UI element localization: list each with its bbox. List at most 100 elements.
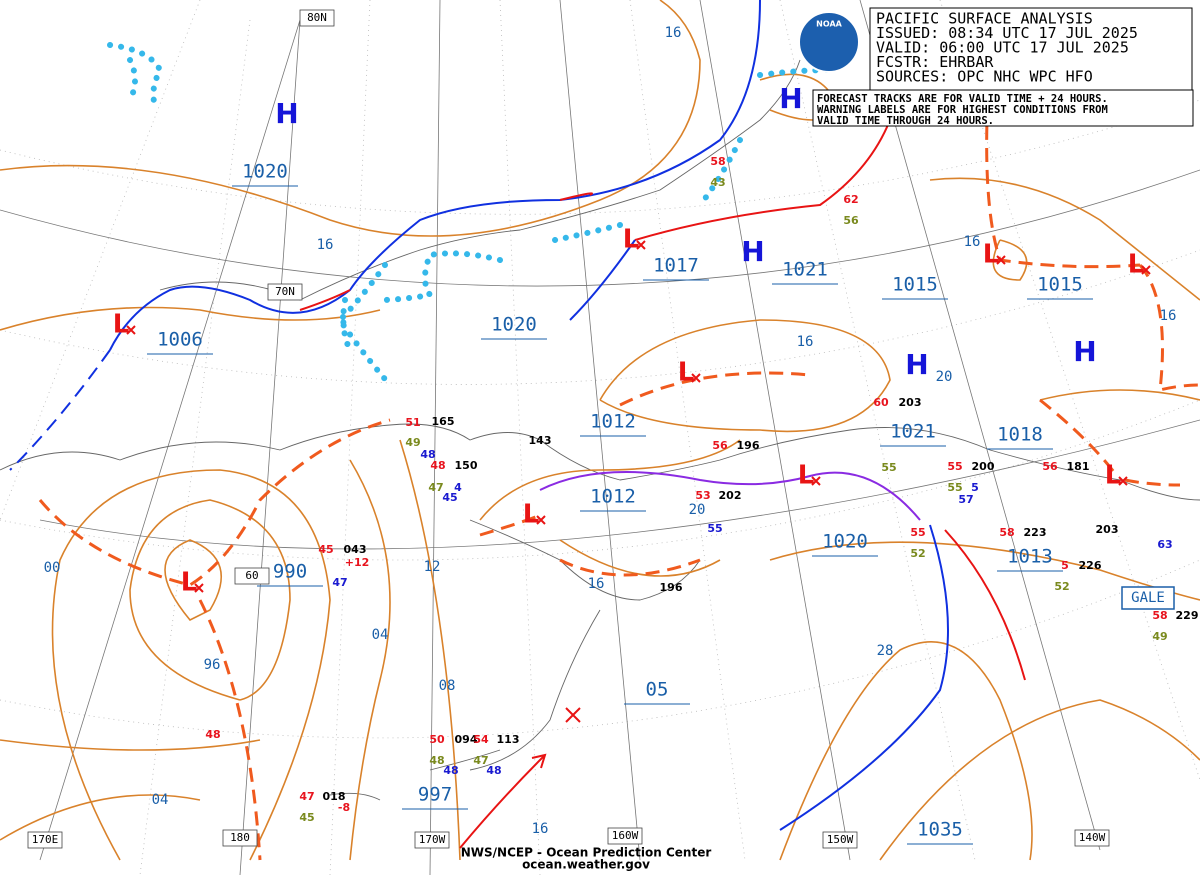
station-value: 47 bbox=[473, 754, 488, 767]
station-value: 113 bbox=[497, 733, 520, 746]
low-center: L bbox=[1128, 250, 1145, 280]
pressure-label: 1006 bbox=[157, 329, 203, 351]
station-value: 49 bbox=[1152, 630, 1167, 643]
grid-label-box bbox=[414, 831, 450, 849]
isobar-label: 20 bbox=[936, 369, 953, 385]
low-x bbox=[636, 240, 646, 250]
isobar-label: 20 bbox=[689, 502, 706, 518]
station-value: 49 bbox=[405, 436, 420, 449]
station-value: 45 bbox=[299, 811, 314, 824]
isobar-label: 96 bbox=[204, 657, 221, 673]
grid-label-box bbox=[1074, 829, 1110, 847]
low-x bbox=[1141, 265, 1151, 275]
isobar-label: 16 bbox=[1160, 308, 1177, 324]
station-value: 55 bbox=[947, 460, 962, 473]
station-value: 56 bbox=[712, 439, 728, 452]
header-line: FCSTR: EHRBAR bbox=[876, 53, 994, 71]
station-value: 57 bbox=[958, 493, 973, 506]
station-value: 47 bbox=[428, 481, 443, 494]
station-value: 62 bbox=[843, 193, 858, 206]
low-center: L bbox=[983, 240, 1000, 270]
grid-label: 140W bbox=[1079, 831, 1106, 844]
station-value: 143 bbox=[529, 434, 552, 447]
station-value: 53 bbox=[695, 489, 710, 502]
footer-line: ocean.weather.gov bbox=[522, 858, 650, 872]
pressure-label: 1020 bbox=[822, 531, 868, 553]
pressure-label: 1020 bbox=[242, 161, 288, 183]
low-center: L bbox=[181, 568, 198, 598]
header-line: PACIFIC SURFACE ANALYSIS bbox=[876, 10, 1093, 28]
low-x bbox=[194, 583, 204, 593]
pressure-label: 997 bbox=[418, 784, 452, 806]
grid-label-box bbox=[822, 831, 858, 849]
low-x bbox=[691, 373, 701, 383]
station-value: 55 bbox=[910, 526, 925, 539]
station-value: 56 bbox=[843, 214, 859, 227]
low-center: L bbox=[1105, 461, 1122, 491]
low-x bbox=[536, 515, 546, 525]
station-value: 43 bbox=[710, 176, 725, 189]
low-center: L bbox=[623, 225, 640, 255]
grid-label-box bbox=[27, 831, 63, 849]
notice-line: WARNING LABELS ARE FOR HIGHEST CONDITION… bbox=[817, 104, 1108, 116]
pressure-label: 1012 bbox=[590, 486, 636, 508]
station-value: 63 bbox=[1157, 538, 1172, 551]
station-value: 5 bbox=[1061, 559, 1069, 572]
pressure-label: 05 bbox=[646, 679, 669, 701]
footer-line: NWS/NCEP - Ocean Prediction Center bbox=[461, 846, 712, 860]
low-center: L bbox=[523, 500, 540, 530]
station-value: 60 bbox=[873, 396, 889, 409]
grid-label-box bbox=[234, 567, 270, 585]
isobar-label: 16 bbox=[588, 576, 605, 592]
station-value: 48 bbox=[443, 764, 458, 777]
pressure-label: 1035 bbox=[917, 819, 963, 841]
station-value: 56 bbox=[1042, 460, 1058, 473]
grid-label: 180 bbox=[230, 831, 250, 844]
station-value: +12 bbox=[345, 556, 370, 569]
grid-label-box bbox=[299, 9, 335, 27]
station-value: 48 bbox=[486, 764, 501, 777]
station-value: 203 bbox=[899, 396, 922, 409]
station-value: 52 bbox=[1054, 580, 1069, 593]
pressure-label: 1017 bbox=[653, 255, 699, 277]
pressure-label: 1013 bbox=[1007, 546, 1053, 568]
grid-label: 80N bbox=[307, 11, 327, 24]
header-line: ISSUED: 08:34 UTC 17 JUL 2025 bbox=[876, 24, 1138, 42]
station-value: 202 bbox=[719, 489, 742, 502]
station-value: 223 bbox=[1024, 526, 1047, 539]
isobar-label: 16 bbox=[665, 25, 682, 41]
station-value: 50 bbox=[429, 733, 445, 746]
station-value: 48 bbox=[429, 754, 444, 767]
station-value: 4 bbox=[454, 481, 462, 494]
station-value: 196 bbox=[660, 581, 683, 594]
isobar-label: 16 bbox=[317, 237, 334, 253]
isobar-label: 16 bbox=[797, 334, 814, 350]
station-value: 54 bbox=[473, 733, 489, 746]
low-center: L bbox=[798, 461, 815, 491]
station-value: 52 bbox=[910, 547, 925, 560]
header-line: VALID: 06:00 UTC 17 JUL 2025 bbox=[876, 39, 1129, 57]
grid-label-box bbox=[607, 827, 643, 845]
notice-line: VALID TIME THROUGH 24 HOURS. bbox=[817, 115, 994, 127]
grid-label: 60 bbox=[245, 569, 258, 582]
isobar-label: 00 bbox=[44, 560, 61, 576]
troughs bbox=[38, 59, 1200, 861]
station-value: 55 bbox=[881, 461, 896, 474]
pressure-label: 990 bbox=[273, 561, 307, 583]
pressure-label: 1015 bbox=[892, 274, 938, 296]
pressure-label: 1012 bbox=[590, 411, 636, 433]
station-value: 45 bbox=[442, 491, 457, 504]
grid-label: 170E bbox=[32, 833, 59, 846]
grid-label-box bbox=[222, 829, 258, 847]
station-value: 47 bbox=[299, 790, 314, 803]
warning-label: GALE bbox=[1131, 590, 1165, 606]
high-center: H bbox=[275, 97, 298, 130]
station-value: 196 bbox=[737, 439, 760, 452]
station-value: 165 bbox=[432, 415, 455, 428]
station-value: 48 bbox=[205, 728, 220, 741]
isobar-label: 12 bbox=[424, 559, 441, 575]
grid-label: 150W bbox=[827, 833, 854, 846]
grid-label: 160W bbox=[612, 829, 639, 842]
